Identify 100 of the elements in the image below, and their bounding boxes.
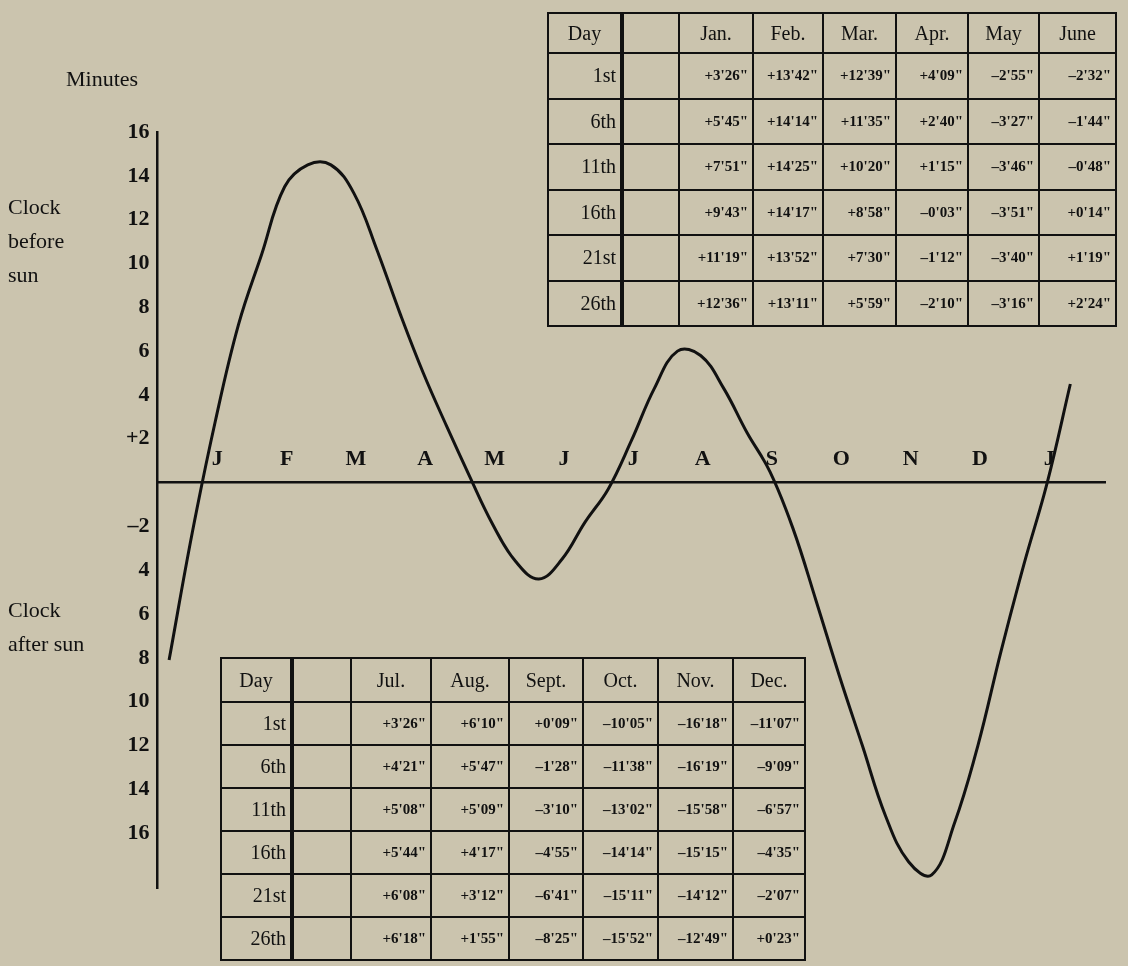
annotation: –16'19" bbox=[658, 745, 733, 788]
text: –2'32" bbox=[1039, 53, 1116, 99]
x-tick-label: M bbox=[484, 445, 506, 471]
annotation: 26th bbox=[548, 280, 621, 326]
x-tick-label: O bbox=[832, 445, 850, 471]
annotation: –15'11" bbox=[583, 874, 658, 917]
text: +4'09" bbox=[896, 53, 968, 99]
annotation: +1'19" bbox=[1039, 235, 1116, 281]
x-tick-label: F bbox=[279, 445, 294, 471]
annotation: –16'18" bbox=[658, 702, 733, 745]
text: –8'25" bbox=[509, 917, 583, 960]
text: 26th bbox=[221, 917, 291, 960]
annotation: Sept. bbox=[509, 658, 583, 702]
x-tick-label: S bbox=[765, 445, 779, 471]
text: Apr. bbox=[896, 13, 968, 53]
y-tick-label: 16 bbox=[127, 818, 150, 844]
annotation: –1'12" bbox=[896, 235, 968, 281]
y-tick-label: 12 bbox=[127, 205, 150, 231]
text: Mar. bbox=[823, 13, 896, 53]
text: +3'26" bbox=[679, 53, 753, 99]
annotation: 21st bbox=[221, 874, 291, 917]
annotation: +0'09" bbox=[509, 702, 583, 745]
annotation: –3'51" bbox=[968, 189, 1039, 235]
y-tick-label: 6 bbox=[138, 336, 150, 362]
annotation: +8'58" bbox=[823, 189, 896, 235]
text: +6'18" bbox=[351, 917, 431, 960]
text: +0'23" bbox=[733, 917, 805, 960]
y-tick-label: –2 bbox=[126, 512, 150, 538]
text: +11'35" bbox=[823, 98, 896, 144]
x-tick-label: J bbox=[211, 445, 223, 471]
annotation: Oct. bbox=[583, 658, 658, 702]
annotation: +12'36" bbox=[679, 280, 753, 326]
y-tick-label: 6 bbox=[138, 599, 150, 625]
annotation: –3'10" bbox=[509, 788, 583, 831]
x-tick-label: J bbox=[558, 445, 570, 471]
text: +2'40" bbox=[896, 98, 968, 144]
x-tick-label: A bbox=[417, 445, 434, 471]
annotation: –6'41" bbox=[509, 874, 583, 917]
text: Jan. bbox=[679, 13, 753, 53]
annotation: +13'11" bbox=[753, 280, 823, 326]
annotation: +4'17" bbox=[431, 831, 509, 874]
annotation: –0'03" bbox=[896, 189, 968, 235]
annotation: Day bbox=[221, 658, 291, 702]
text: +13'42" bbox=[753, 53, 823, 99]
x-tick-label: M bbox=[345, 445, 367, 471]
text: –15'52" bbox=[583, 917, 658, 960]
annotation: +2'24" bbox=[1039, 280, 1116, 326]
text: Feb. bbox=[753, 13, 823, 53]
annotation: –15'15" bbox=[658, 831, 733, 874]
annotation: –4'35" bbox=[733, 831, 805, 874]
text: –12'49" bbox=[658, 917, 733, 960]
text: +1'55" bbox=[431, 917, 509, 960]
annotation: +5'08" bbox=[351, 788, 431, 831]
annotation: Jul. bbox=[351, 658, 431, 702]
annotation: 11th bbox=[548, 144, 621, 190]
annotation: +3'26" bbox=[351, 702, 431, 745]
annotation: Nov. bbox=[658, 658, 733, 702]
annotation: –3'16" bbox=[968, 280, 1039, 326]
y-tick-label: 4 bbox=[138, 555, 150, 581]
annotation: Aug. bbox=[431, 658, 509, 702]
annotation: +0'14" bbox=[1039, 189, 1116, 235]
annotation: –11'38" bbox=[583, 745, 658, 788]
y-tick-label: +2 bbox=[125, 424, 150, 450]
y-tick-label: 12 bbox=[127, 731, 150, 757]
text: +14'14" bbox=[753, 98, 823, 144]
annotation: +3'12" bbox=[431, 874, 509, 917]
annotation: 21st bbox=[548, 235, 621, 281]
annotation: +6'08" bbox=[351, 874, 431, 917]
x-tick-label: D bbox=[971, 445, 988, 471]
annotation: +5'59" bbox=[823, 280, 896, 326]
text: –1'44" bbox=[1039, 98, 1116, 144]
text: Day bbox=[548, 13, 621, 53]
x-tick-label: N bbox=[902, 445, 919, 471]
y-tick-label: 10 bbox=[127, 687, 150, 713]
x-tick-label: A bbox=[694, 445, 711, 471]
annotation: +5'47" bbox=[431, 745, 509, 788]
text: –2'55" bbox=[968, 53, 1039, 99]
annotation: –3'46" bbox=[968, 144, 1039, 190]
annotation: 11th bbox=[221, 788, 291, 831]
text: +5'45" bbox=[679, 98, 753, 144]
annotation: +5'44" bbox=[351, 831, 431, 874]
text: 1st bbox=[548, 53, 621, 99]
x-tick-label: J bbox=[627, 445, 639, 471]
y-tick-label: 14 bbox=[127, 161, 150, 187]
y-tick-label: 4 bbox=[138, 380, 150, 406]
text: May bbox=[968, 13, 1039, 53]
text: Clock after sun bbox=[8, 596, 86, 658]
annotation: –11'07" bbox=[733, 702, 805, 745]
annotation: –14'14" bbox=[583, 831, 658, 874]
text: Clock before sun bbox=[8, 193, 66, 289]
annotation: –2'10" bbox=[896, 280, 968, 326]
annotation: +9'43" bbox=[679, 189, 753, 235]
y-tick-label: 14 bbox=[127, 775, 150, 801]
y-tick-label: 10 bbox=[127, 249, 150, 275]
annotation: Dec. bbox=[733, 658, 805, 702]
annotation: +5'09" bbox=[431, 788, 509, 831]
text: –3'27" bbox=[968, 98, 1039, 144]
y-axis-title: Minutes bbox=[66, 65, 139, 93]
annotation: +1'15" bbox=[896, 144, 968, 190]
annotation: +7'51" bbox=[679, 144, 753, 190]
